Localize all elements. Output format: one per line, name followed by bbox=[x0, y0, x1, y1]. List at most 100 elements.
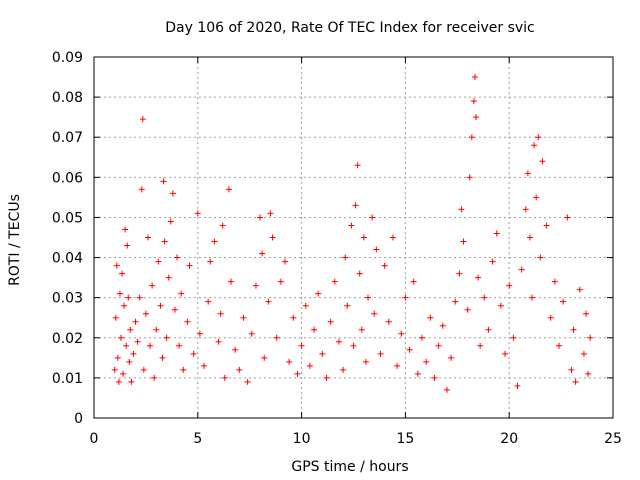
data-point bbox=[419, 334, 426, 341]
data-point bbox=[350, 342, 357, 349]
data-point bbox=[138, 186, 145, 193]
data-point bbox=[111, 366, 118, 373]
data-point bbox=[155, 258, 162, 265]
data-point bbox=[127, 326, 134, 333]
data-point bbox=[124, 242, 131, 249]
data-point bbox=[365, 294, 372, 301]
data-point bbox=[121, 302, 128, 309]
data-point bbox=[267, 210, 274, 217]
data-point bbox=[174, 254, 181, 261]
data-point bbox=[323, 374, 330, 381]
plot-frame bbox=[93, 56, 614, 419]
data-point bbox=[398, 330, 405, 337]
data-point bbox=[531, 142, 538, 149]
data-point bbox=[225, 186, 232, 193]
data-point bbox=[456, 270, 463, 277]
data-point bbox=[439, 322, 446, 329]
data-point bbox=[169, 190, 176, 197]
data-point bbox=[269, 234, 276, 241]
data-point bbox=[537, 254, 544, 261]
data-point bbox=[377, 350, 384, 357]
data-point bbox=[259, 250, 266, 257]
data-point bbox=[117, 334, 124, 341]
data-point bbox=[205, 298, 212, 305]
data-point bbox=[257, 214, 264, 221]
data-point bbox=[176, 342, 183, 349]
data-point bbox=[564, 214, 571, 221]
data-point bbox=[362, 358, 369, 365]
data-point bbox=[452, 298, 459, 305]
data-point bbox=[406, 346, 413, 353]
data-point bbox=[167, 218, 174, 225]
data-point bbox=[160, 178, 167, 185]
data-point bbox=[151, 374, 158, 381]
x-tick-label: 20 bbox=[500, 431, 518, 447]
data-point bbox=[128, 378, 135, 385]
data-point bbox=[489, 258, 496, 265]
data-point bbox=[115, 378, 122, 385]
data-point bbox=[576, 286, 583, 293]
data-point bbox=[252, 282, 259, 289]
x-axis-label: GPS time / hours bbox=[291, 459, 408, 475]
data-point bbox=[352, 202, 359, 209]
data-point bbox=[556, 342, 563, 349]
data-point bbox=[427, 314, 434, 321]
data-point bbox=[506, 282, 513, 289]
data-point bbox=[458, 206, 465, 213]
data-point bbox=[306, 362, 313, 369]
data-point bbox=[472, 114, 479, 121]
data-point bbox=[348, 222, 355, 229]
data-point bbox=[190, 350, 197, 357]
data-point bbox=[510, 334, 517, 341]
data-point bbox=[265, 298, 272, 305]
data-point bbox=[180, 366, 187, 373]
data-point bbox=[184, 318, 191, 325]
data-point bbox=[132, 318, 139, 325]
y-tick-label: 0.02 bbox=[52, 331, 83, 347]
x-tick-label: 0 bbox=[90, 431, 99, 447]
data-point bbox=[126, 358, 133, 365]
data-point bbox=[448, 354, 455, 361]
data-point bbox=[240, 314, 247, 321]
data-point bbox=[163, 334, 170, 341]
data-point bbox=[165, 274, 172, 281]
data-point bbox=[244, 378, 251, 385]
data-point bbox=[153, 326, 160, 333]
data-point bbox=[466, 174, 473, 181]
data-point bbox=[302, 302, 309, 309]
data-point bbox=[194, 210, 201, 217]
data-point bbox=[123, 342, 130, 349]
data-point bbox=[543, 222, 550, 229]
data-point bbox=[215, 338, 222, 345]
data-point bbox=[219, 222, 226, 229]
grid bbox=[94, 57, 613, 418]
data-point bbox=[477, 342, 484, 349]
y-tick-label: 0.07 bbox=[52, 130, 83, 146]
data-point bbox=[410, 278, 417, 285]
data-point bbox=[130, 350, 137, 357]
data-point bbox=[112, 314, 119, 321]
data-point bbox=[248, 330, 255, 337]
data-point bbox=[587, 334, 594, 341]
data-point bbox=[149, 282, 156, 289]
data-point bbox=[178, 290, 185, 297]
data-point bbox=[319, 350, 326, 357]
data-point bbox=[502, 350, 509, 357]
data-point bbox=[122, 226, 129, 233]
data-point bbox=[570, 326, 577, 333]
data-point bbox=[261, 354, 268, 361]
data-point bbox=[228, 278, 235, 285]
data-point bbox=[134, 338, 141, 345]
data-point bbox=[342, 254, 349, 261]
data-point bbox=[157, 302, 164, 309]
data-point bbox=[207, 258, 214, 265]
data-point bbox=[522, 206, 529, 213]
data-point bbox=[217, 310, 224, 317]
data-point bbox=[161, 238, 168, 245]
y-tick-label: 0.06 bbox=[52, 170, 83, 186]
data-point bbox=[236, 366, 243, 373]
data-point bbox=[414, 370, 421, 377]
data-point bbox=[358, 326, 365, 333]
data-point bbox=[159, 354, 166, 361]
